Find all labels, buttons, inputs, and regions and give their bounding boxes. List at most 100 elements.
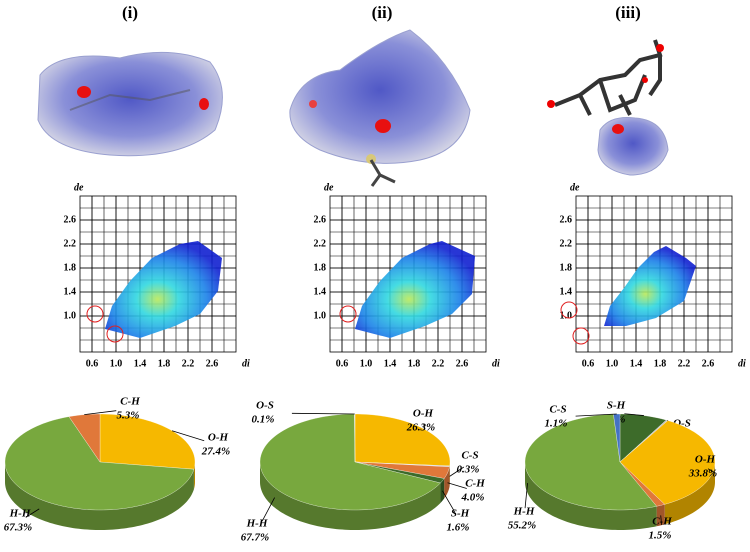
slice-label: O-H — [413, 408, 434, 420]
slice-value-label: 1.5% — [649, 530, 672, 542]
slice-label: C-H — [652, 516, 672, 528]
x-tick-label: 2.6 — [702, 358, 715, 369]
x-tick-label: 1.0 — [360, 358, 373, 369]
slice-value-label: 67.7% — [241, 532, 269, 544]
plot-frame — [79, 195, 237, 353]
y-tick-label: 1.0 — [560, 310, 573, 321]
x-tick-label: 2.2 — [432, 358, 445, 369]
slice-label: H-H — [9, 508, 31, 520]
y-axis-label: de — [324, 182, 334, 193]
x-tick-label: 1.0 — [110, 358, 123, 369]
x-tick-label: 1.4 — [630, 358, 643, 369]
pie-side — [193, 462, 195, 490]
slice-label: H-H — [513, 506, 535, 518]
x-tick-label: 2.2 — [678, 358, 691, 369]
highlight-circle — [560, 301, 578, 319]
leader-line — [449, 466, 465, 477]
x-axis-label: di — [242, 358, 250, 369]
slice-label: C-S — [461, 450, 478, 462]
pie-side — [5, 462, 194, 530]
x-tick-label: 2.2 — [182, 358, 195, 369]
plot-frame — [575, 195, 733, 353]
pie-side — [260, 462, 441, 530]
leader-line — [624, 413, 644, 416]
y-tick-label: 1.4 — [64, 286, 77, 297]
slice-value-label: 26.3% — [406, 422, 435, 434]
slice-label: O-S — [256, 400, 274, 412]
y-tick-label: 2.6 — [560, 214, 573, 225]
x-tick-label: 1.8 — [654, 358, 667, 369]
y-tick-label: 1.8 — [64, 262, 77, 273]
pie-slice — [354, 461, 450, 479]
slice-value-label: 33.8% — [688, 468, 717, 480]
slice-label: C-H — [465, 478, 485, 490]
slice-value-label: 1.1% — [545, 418, 568, 430]
plot-frame — [329, 195, 487, 353]
y-tick-label: 2.2 — [314, 238, 327, 249]
x-tick-label: 1.4 — [134, 358, 147, 369]
x-tick-label: 2.6 — [206, 358, 219, 369]
pie-slice — [613, 413, 621, 463]
pie-slice — [4, 416, 195, 511]
slice-value-label: 55.2% — [508, 520, 536, 532]
fingerprint-cloud — [105, 241, 222, 338]
leader-line — [261, 497, 275, 522]
slice-value-label: 4.0% — [461, 492, 485, 504]
surface-iii — [547, 39, 669, 176]
pie-slice — [99, 413, 196, 470]
leader-line — [171, 430, 205, 442]
slice-value-label: 5.3% — [117, 410, 140, 422]
slice-value-label: 27.4% — [201, 446, 230, 458]
panel-label: (ii) — [372, 3, 393, 22]
highlight-circle — [86, 305, 104, 323]
panel-label: (i) — [122, 3, 138, 22]
pie-slice — [354, 413, 451, 467]
slice-value-label: 0.1% — [252, 414, 275, 426]
slice-label: C-H — [120, 396, 140, 408]
fingerprint-cloud — [355, 241, 475, 338]
x-tick-label: 0.6 — [336, 358, 349, 369]
highlight-circle — [106, 325, 124, 343]
slice-label: O-H — [208, 432, 229, 444]
slice-value-label: 67.3% — [4, 522, 32, 534]
pie-side — [440, 478, 445, 503]
x-tick-label: 2.6 — [456, 358, 469, 369]
x-axis-label: di — [738, 358, 746, 369]
surface-i — [37, 51, 223, 157]
panel-label: (iii) — [615, 3, 641, 22]
y-tick-label: 1.4 — [560, 286, 573, 297]
leader-line — [84, 410, 117, 416]
leader-line — [707, 468, 716, 474]
x-tick-label: 1.0 — [606, 358, 619, 369]
y-axis-label: de — [74, 182, 84, 193]
x-axis-label: di — [492, 358, 500, 369]
fingerprint-cloud — [604, 246, 696, 326]
leader-line — [291, 412, 355, 415]
y-tick-label: 1.0 — [64, 310, 77, 321]
leader-line — [423, 423, 426, 430]
y-tick-label: 2.2 — [64, 238, 77, 249]
pie-side — [656, 504, 665, 527]
y-tick-label: 1.0 — [314, 310, 327, 321]
pie-slice — [524, 413, 657, 511]
highlight-circle — [339, 305, 357, 323]
y-tick-label: 2.2 — [560, 238, 573, 249]
leader-line — [524, 483, 528, 509]
y-tick-label: 2.6 — [314, 214, 327, 225]
y-tick-label: 1.8 — [560, 262, 573, 273]
slice-label: C-S — [549, 404, 566, 416]
y-axis-label: de — [570, 182, 580, 193]
x-tick-label: 1.8 — [158, 358, 171, 369]
slice-value-label: 0.3% — [457, 464, 480, 476]
y-tick-label: 1.8 — [314, 262, 327, 273]
x-tick-label: 0.6 — [582, 358, 595, 369]
x-tick-label: 0.6 — [86, 358, 99, 369]
leader-line — [447, 482, 467, 489]
pie-slice — [619, 420, 716, 505]
y-tick-label: 1.4 — [314, 286, 327, 297]
leader-line — [660, 515, 663, 525]
slice-label: O-H — [695, 454, 716, 466]
slice-label: H-H — [246, 518, 268, 530]
surface-ii — [289, 29, 471, 187]
